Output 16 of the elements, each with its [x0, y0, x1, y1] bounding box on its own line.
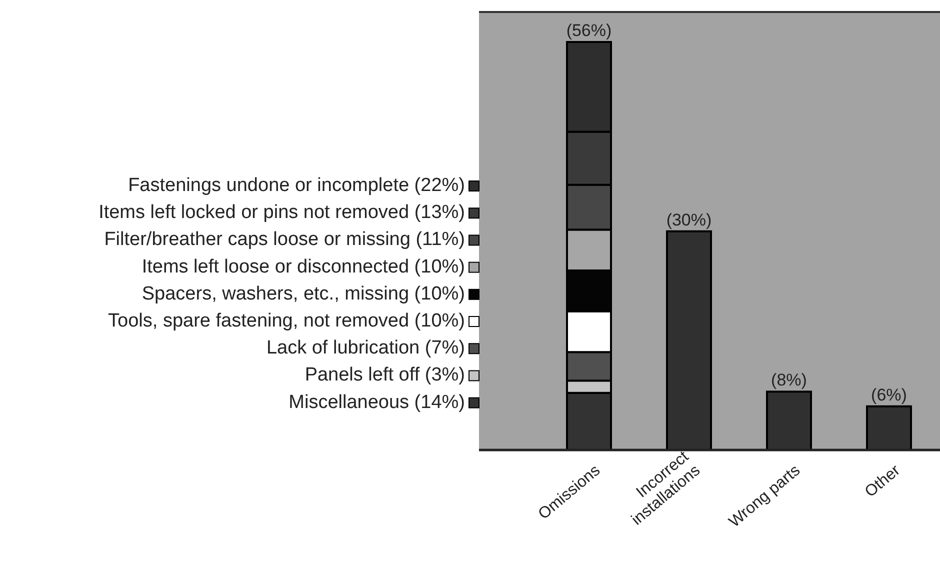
legend-label: Fastenings undone or incomplete (22%): [128, 175, 465, 196]
legend-label: Filter/breather caps loose or missing (11%): [104, 229, 465, 250]
legend-label: Panels left off (3%): [304, 364, 465, 386]
bar: [766, 390, 812, 451]
legend-label: Spacers, washers, etc., missing (10%): [142, 283, 465, 304]
annotation: (8%): [771, 370, 807, 390]
legend-label: Lack of lubrication (7%): [266, 338, 465, 359]
annotation: (56%): [566, 21, 612, 40]
annotation: (30%): [666, 210, 712, 230]
bar: [866, 405, 912, 451]
bar: [666, 230, 712, 451]
legend-label: Items left locked or pins not removed (13%): [98, 202, 465, 224]
legend-label: Tools, spare fastening, not removed (10%): [108, 310, 465, 332]
legend-label: Items left loose or disconnected (10%): [142, 256, 465, 278]
legend-label: Miscellaneous (14%): [288, 392, 465, 413]
annotation: (6%): [871, 385, 907, 404]
